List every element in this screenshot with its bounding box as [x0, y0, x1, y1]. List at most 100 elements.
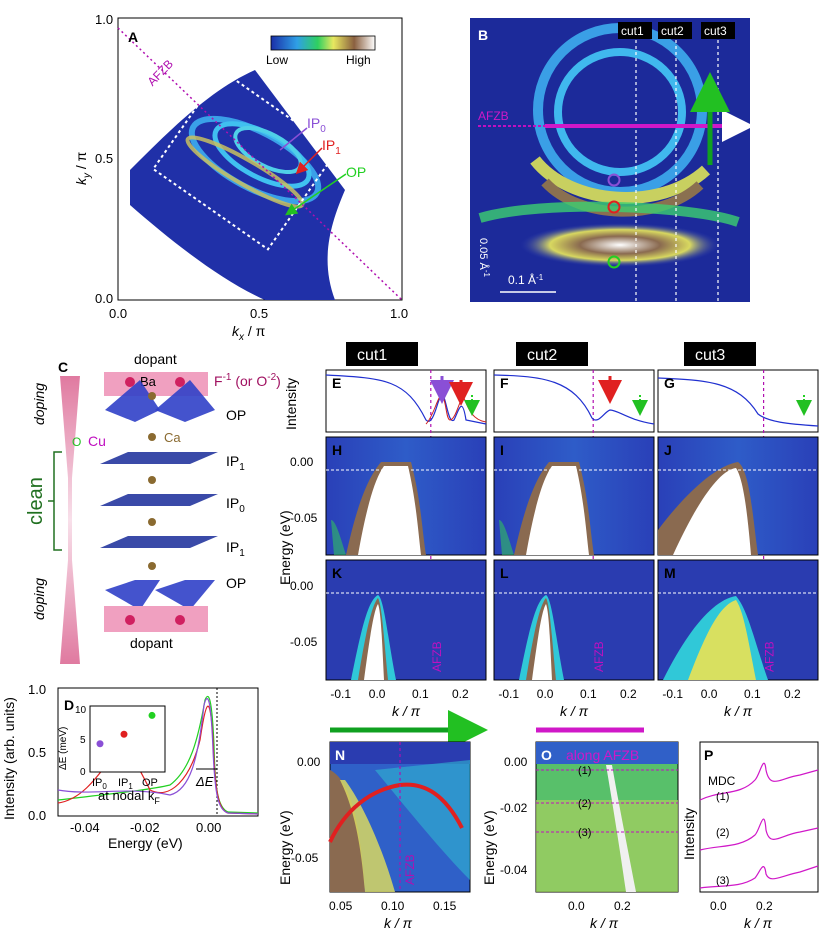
- mdc-frame: [325, 369, 487, 433]
- b-scale-h-label: 0.1 Å-1: [508, 272, 544, 287]
- sim-band-mid: [688, 600, 756, 680]
- panel-o-label: O: [541, 747, 552, 763]
- band-tail: [331, 520, 346, 555]
- cut2-tag-text: cut2: [661, 24, 684, 38]
- o-ylabel: Energy (eV): [481, 810, 497, 885]
- p-title: MDC: [708, 774, 736, 788]
- d-xlabel: Energy (eV): [108, 835, 183, 851]
- inset-cat-ip1: IP1: [118, 777, 133, 791]
- band-core: [358, 466, 421, 555]
- energy-tick: 0.00: [290, 455, 314, 469]
- o-top-band: [536, 742, 678, 764]
- energy-tick: 0.00: [290, 579, 314, 593]
- colorbar-low: Low: [266, 53, 288, 67]
- ip0-pointer: [279, 127, 308, 151]
- f-atom-2: [175, 377, 185, 387]
- edc-ip0: [57, 698, 259, 815]
- x-tick: -0.1: [662, 687, 683, 701]
- ca-atom-1: [148, 433, 156, 441]
- region-box: [151, 69, 339, 251]
- n-xlabel: k / π: [384, 915, 413, 931]
- colorbar-high: High: [346, 53, 371, 67]
- panel-label-mid: I: [500, 442, 504, 458]
- d-ytick-1: 1.0: [28, 682, 46, 697]
- panel-label-bot: L: [500, 565, 509, 581]
- b-ring-inner: [554, 48, 686, 176]
- p-xtick-1: 0.0: [710, 899, 727, 913]
- pyramid-bottom-2: [155, 580, 215, 610]
- cut1-tag-text: cut1: [621, 24, 644, 38]
- o-marker-2: (2): [578, 798, 591, 810]
- spectrum-sim: [493, 559, 655, 681]
- cu-label: Cu: [88, 433, 106, 449]
- dopant-layer-bottom: [104, 606, 208, 632]
- plane-ip1-top: [100, 452, 218, 464]
- panel-n: AFZB N 0.00 -0.05 0.05 0.10 0.15 k / π E…: [277, 710, 488, 931]
- a-xtick-1: 0.0: [109, 306, 127, 321]
- cut1-header: [346, 342, 418, 366]
- x-tick: 0.1: [412, 687, 429, 701]
- inset-ylabel: ΔE (meV): [58, 727, 69, 770]
- cut-column-2: F I L AFZB -0.1 0.0 0.1 0.2 k / π: [493, 369, 655, 719]
- layer-ip1-bottom: IP1: [226, 539, 245, 559]
- ip1-label: IP1: [322, 137, 341, 157]
- clean-label: clean: [25, 477, 47, 525]
- intensity-ylabel: Intensity: [283, 378, 299, 430]
- x-tick: 0.0: [537, 687, 554, 701]
- d-ytick-2: 0.5: [28, 745, 46, 760]
- cut2-tag: [658, 22, 692, 39]
- d-xtick-1: -0.04: [70, 820, 100, 835]
- inset-ytick-3: 0: [80, 767, 86, 778]
- cut1-header-text: cut1: [357, 347, 387, 364]
- o-ytick-1: 0.00: [504, 755, 528, 769]
- a-ylabel: ky / π: [73, 151, 93, 185]
- x-axis-label: k / π: [560, 703, 589, 719]
- n-band-edge: [375, 760, 470, 880]
- panel-d: ΔE D at nodal kF 1.0 0.5 0.0 -0.04 -0.02…: [1, 682, 259, 851]
- doping-bottom-label: doping: [31, 578, 47, 620]
- cut3-header-text: cut3: [695, 347, 725, 364]
- afzb-label: AFZB: [430, 641, 444, 672]
- p-ylabel: Intensity: [681, 808, 697, 860]
- pyramid-bottom-1: [105, 580, 160, 610]
- o-band-line: [606, 765, 636, 892]
- o-ytick-3: -0.04: [500, 863, 528, 877]
- panel-a-label: A: [128, 29, 138, 45]
- n-xtick-3: 0.15: [433, 899, 457, 913]
- o-bottom-band: [536, 800, 678, 892]
- energy-tick: -0.05: [290, 635, 318, 649]
- ip1-pointer: [295, 147, 323, 175]
- cut1-tag: [618, 22, 652, 39]
- energy-ylabel: Energy (eV): [277, 510, 293, 585]
- n-xtick-2: 0.10: [381, 899, 405, 913]
- cut3-tag: [701, 22, 735, 39]
- ip0-label: IP0: [307, 115, 326, 135]
- cut3-header: [684, 342, 756, 366]
- panel-label-top: E: [332, 375, 341, 391]
- x-tick: -0.1: [330, 687, 351, 701]
- layer-ip0: IP0: [226, 495, 245, 515]
- panel-c-label: C: [58, 359, 68, 375]
- ca-atom-3: [148, 518, 156, 526]
- o-title: along AFZB: [566, 747, 639, 763]
- d-ytick-3: 0.0: [28, 808, 46, 823]
- f-label: F-1 (or O-2): [214, 372, 281, 389]
- x-tick: 0.1: [580, 687, 597, 701]
- ca-label: Ca: [164, 430, 181, 445]
- panel-p-frame: [699, 741, 819, 893]
- n-ytick-2: -0.05: [291, 851, 319, 865]
- inset-point-3: [148, 711, 156, 719]
- plane-ip1-bottom: [100, 536, 218, 548]
- b-marker-ip0: [607, 173, 621, 187]
- layer-op-top: OP: [226, 407, 246, 423]
- p-marker-2: (2): [716, 827, 729, 839]
- panel-p: P MDC (1) (2) (3) 0.0 0.2 k / π Intensit…: [681, 741, 819, 931]
- ca-atom-4: [148, 562, 156, 570]
- x-tick: 0.2: [452, 687, 469, 701]
- o-xtick-2: 0.2: [614, 899, 631, 913]
- a-xlabel: kx / π: [232, 323, 266, 343]
- a-ytick-1: 1.0: [95, 12, 113, 27]
- panel-b: cut1 cut2 cut3 AFZB 0.05 Å-1 0.1 Å-1 B: [467, 18, 754, 302]
- mdc-curve: [493, 374, 655, 425]
- a-ytick-3: 0.0: [95, 291, 113, 306]
